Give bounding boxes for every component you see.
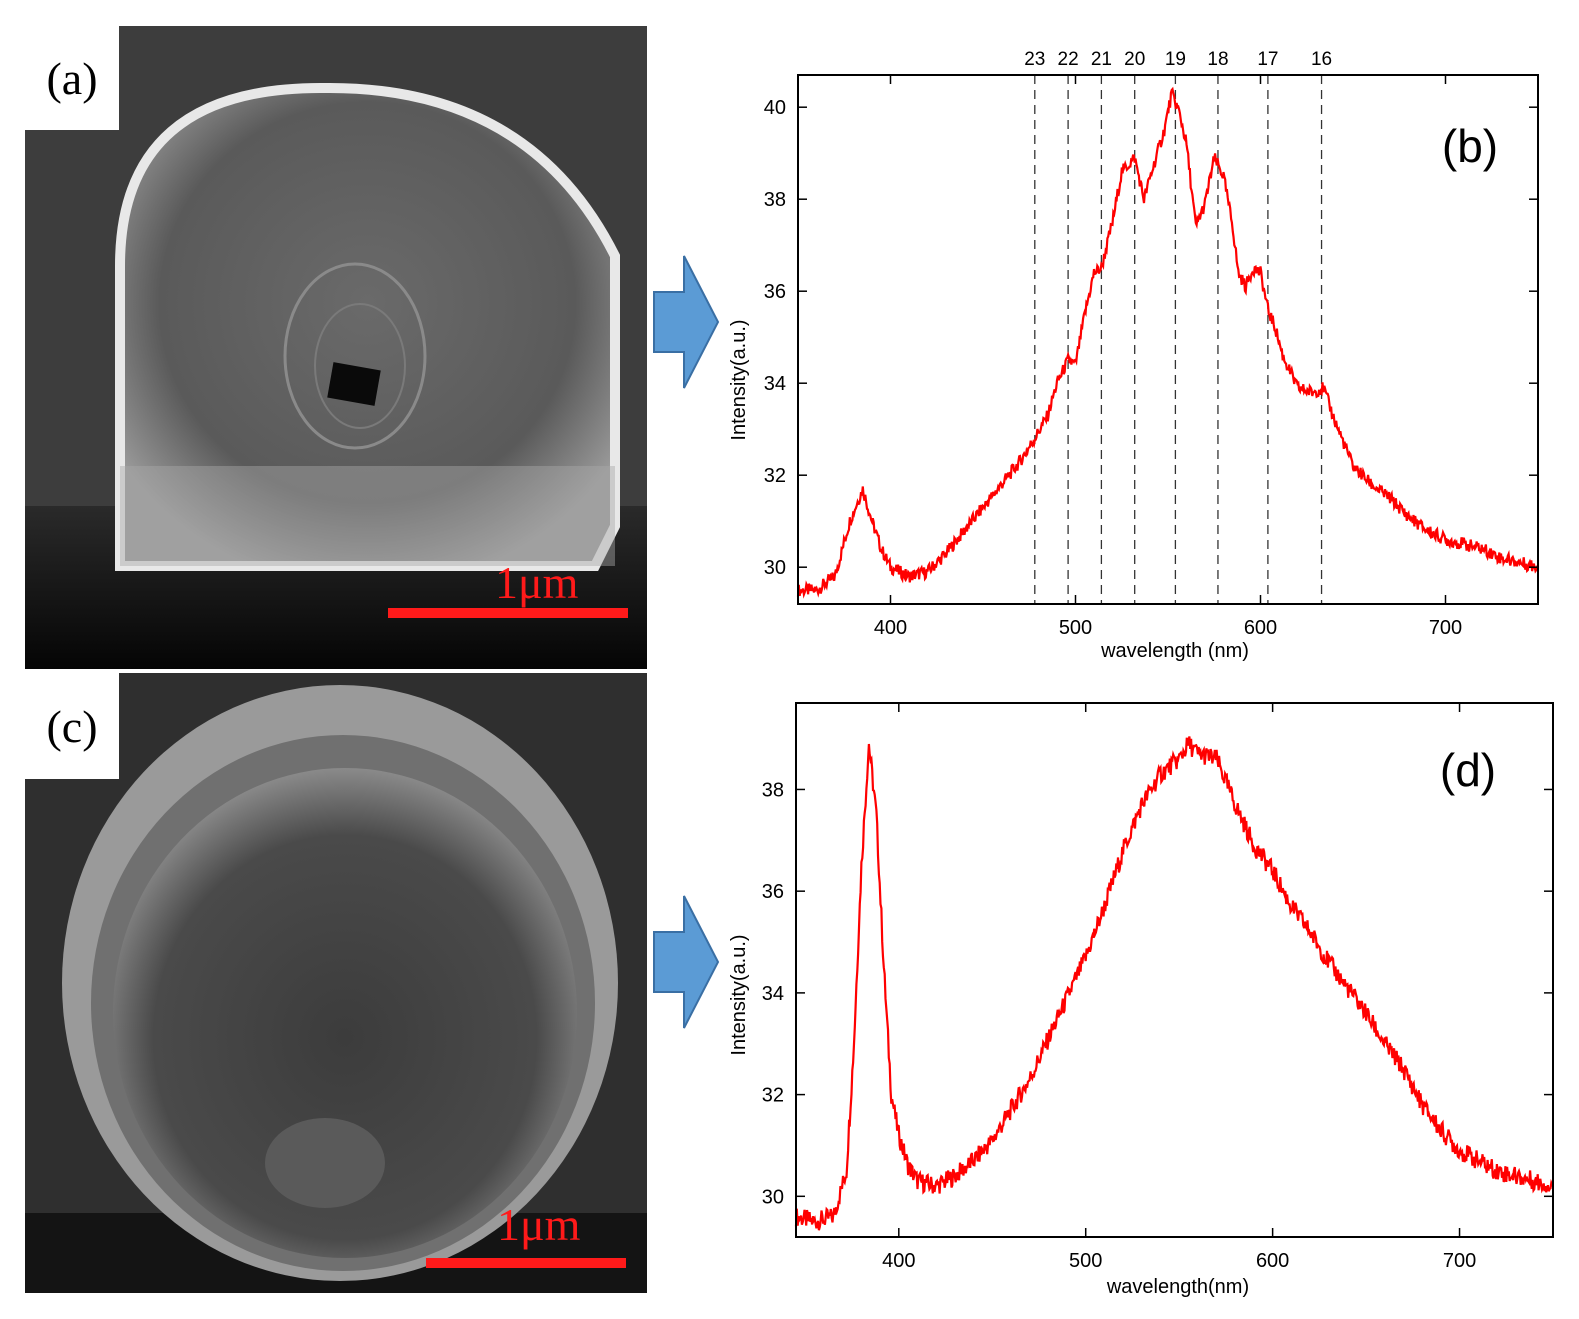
x-axis-label: wavelength(nm) [1106,1276,1249,1298]
plot-frame [797,74,1539,605]
series-line [794,736,1554,1231]
mode-line-label: 20 [1124,49,1145,70]
panel-label-b: (b) [1442,120,1498,172]
x-tick-label: 500 [1059,617,1092,639]
x-tick-label: 500 [1069,1250,1102,1272]
x-tick-label: 700 [1443,1250,1476,1272]
mode-line-label: 21 [1091,49,1112,70]
sem-micrograph-a [25,26,647,669]
mode-line-label: 22 [1058,49,1079,70]
y-tick-label: 32 [762,1085,784,1107]
x-tick-label: 600 [1256,1250,1289,1272]
x-tick-label: 400 [882,1250,915,1272]
panel-label-c: (c) [25,673,119,779]
x-tick-label: 400 [874,617,907,639]
y-tick-label: 30 [762,1186,784,1208]
y-tick-label: 38 [764,189,786,211]
x-axis-label: wavelength (nm) [1100,640,1249,662]
x-tick-label: 700 [1429,617,1462,639]
plot-frame [795,702,1554,1238]
mode-line-label: 23 [1024,49,1045,70]
y-tick-label: 38 [762,779,784,801]
y-tick-label: 30 [764,557,786,579]
y-tick-label: 40 [764,97,786,119]
chart-d: 400 500 600 700 30 32 34 36 38 (d) wavelength(nm… [728,702,1554,1298]
panel-label-d: (d) [1440,744,1496,796]
mode-line-label: 18 [1207,49,1228,70]
mode-line-label: 17 [1257,49,1278,70]
scale-bar-label-a: 1μm [495,557,579,608]
y-tick-label: 34 [762,983,784,1005]
mode-line-label: 19 [1165,49,1186,70]
scale-bar-c [426,1258,626,1268]
y-tick-label: 36 [762,881,784,903]
sem-image-c [25,673,647,1293]
scale-bar-label-c: 1μm [497,1199,581,1250]
sem-micrograph-c [25,673,647,1293]
sem-image-a [25,26,647,669]
panel-label-a: (a) [25,26,119,130]
y-tick-label: 32 [764,465,786,487]
arrow-right-icon [653,255,720,389]
y-tick-label: 34 [764,373,786,395]
scale-bar-a [388,608,628,618]
chart-b: 23 22 21 20 19 18 17 16 400 500 600 700 30 32 34 36 38 4… [728,49,1539,662]
series-line [796,86,1539,599]
y-axis-label: Intensity(a.u.) [728,934,750,1055]
y-tick-label: 36 [764,281,786,303]
arrow-right-icon [653,895,720,1029]
y-axis-label: Intensity(a.u.) [728,319,750,440]
mode-line-label: 16 [1311,49,1332,70]
x-tick-label: 600 [1244,617,1277,639]
